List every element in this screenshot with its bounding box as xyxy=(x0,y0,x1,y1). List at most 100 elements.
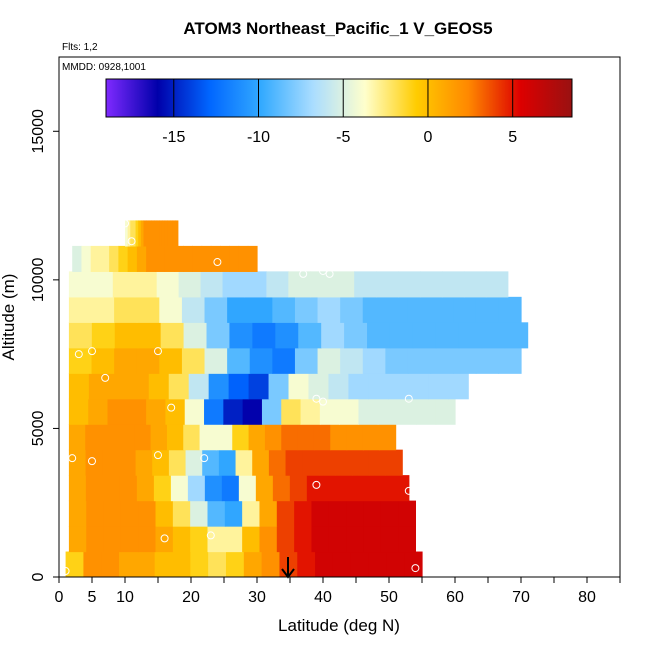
x-tick-label: 10 xyxy=(116,589,134,606)
heatmap-cell xyxy=(407,347,432,374)
sample-point xyxy=(154,451,162,460)
heatmap-cell xyxy=(90,271,114,298)
colorbar-tick-label: -5 xyxy=(336,129,350,146)
heatmap-cell xyxy=(168,449,187,476)
heatmap-cell xyxy=(154,220,158,247)
heatmap-cell xyxy=(192,245,203,272)
heatmap-cell xyxy=(172,551,191,577)
heatmap-cell xyxy=(346,526,365,553)
sample-point xyxy=(404,394,413,403)
heatmap-cell xyxy=(248,424,266,451)
heatmap-cell xyxy=(453,296,477,323)
heatmap-cell xyxy=(339,398,360,425)
heatmap-cell xyxy=(335,449,353,476)
sample-point xyxy=(523,394,532,403)
heatmap-cell xyxy=(379,424,397,451)
heatmap-cell xyxy=(172,526,191,553)
heatmap-cell xyxy=(308,373,330,400)
tropopause-marker xyxy=(281,557,295,579)
heatmap-cell xyxy=(91,322,116,349)
heatmap-cell xyxy=(68,373,90,400)
heatmap-cell xyxy=(404,551,423,577)
heatmap-cell xyxy=(435,398,456,425)
heatmap-cell xyxy=(91,296,115,323)
sample-point xyxy=(404,486,413,495)
heatmap-cell xyxy=(85,475,104,502)
chart-title: ATOM3 Northeast_Pacific_1 V_GEOS5 xyxy=(183,19,492,38)
heatmap-cell xyxy=(348,373,369,400)
heatmap-cell xyxy=(137,322,162,349)
heatmap-cell xyxy=(167,220,171,247)
sample-point xyxy=(319,397,327,406)
heatmap-cell xyxy=(227,347,251,374)
heatmap-cell xyxy=(227,296,251,323)
heatmap-cell xyxy=(204,398,224,425)
colorbar-tick-label: 5 xyxy=(508,129,517,146)
x-tick-label: 40 xyxy=(314,589,332,606)
heatmap-cell xyxy=(232,424,250,451)
heatmap-cell xyxy=(103,500,122,527)
heatmap-cell xyxy=(221,475,240,502)
heatmap-cell xyxy=(107,398,128,425)
heatmap-cell xyxy=(458,322,483,349)
heatmap-cell xyxy=(159,347,183,374)
heatmap-cell xyxy=(136,245,147,272)
sample-point xyxy=(206,531,215,540)
heatmap-cell xyxy=(181,347,206,374)
heatmap-cell xyxy=(313,424,331,451)
heatmap-cell xyxy=(261,551,281,577)
heatmap-cell xyxy=(127,245,138,272)
heatmap-cell xyxy=(311,526,330,553)
heatmap-cell xyxy=(252,449,270,476)
heatmap-cell xyxy=(188,373,210,400)
heatmap-cell xyxy=(108,373,130,400)
heatmap-cell xyxy=(83,551,102,577)
heatmap-cell xyxy=(150,424,168,451)
x-tick-label: 60 xyxy=(446,589,464,606)
heatmap-cell xyxy=(498,347,522,374)
heatmap-cell xyxy=(132,220,137,247)
heatmap-cell xyxy=(362,296,386,323)
heatmap-cell xyxy=(134,271,158,298)
heatmap-cell xyxy=(143,220,147,247)
heatmap-cell xyxy=(138,526,157,553)
heatmap-cell xyxy=(68,271,92,298)
heatmap-cell xyxy=(159,296,183,323)
heatmap-cell xyxy=(103,526,122,553)
heatmap-cell xyxy=(288,271,311,298)
heatmap-cell xyxy=(138,500,157,527)
sample-point xyxy=(411,564,420,573)
heatmap-cell xyxy=(380,500,399,527)
heatmap-cell xyxy=(201,245,212,272)
heatmap-cell xyxy=(272,475,291,502)
heatmap-cell xyxy=(354,271,377,298)
x-tick-label: 20 xyxy=(182,589,200,606)
heatmap-cell xyxy=(154,551,174,577)
heatmap-cell xyxy=(430,296,454,323)
heatmap-cell xyxy=(215,424,233,451)
heatmap-cell xyxy=(102,475,121,502)
heatmap-cell xyxy=(346,500,365,527)
heatmap-cell xyxy=(310,271,333,298)
heatmap-cell xyxy=(130,220,134,247)
heatmap-cell xyxy=(243,551,263,577)
sample-point xyxy=(437,255,446,264)
heatmap-cell xyxy=(224,500,243,527)
heatmap-cell xyxy=(289,475,308,502)
y-tick-label: 15000 xyxy=(30,109,47,154)
heatmap-cell xyxy=(181,296,206,323)
sample-point xyxy=(319,266,327,275)
heatmap-cell xyxy=(244,271,268,298)
heatmap-cell xyxy=(68,322,93,349)
heatmap-cell xyxy=(294,296,319,323)
heatmap-cell xyxy=(135,449,153,476)
heatmap-cell xyxy=(138,220,142,247)
heatmap-cell xyxy=(183,245,193,272)
heatmap-cell xyxy=(340,347,364,374)
heatmap-cell xyxy=(441,271,465,298)
heatmap-cell xyxy=(266,271,289,298)
x-tick-label: 80 xyxy=(578,589,596,606)
heatmap-cell xyxy=(88,373,110,400)
heatmap-cell xyxy=(72,245,83,272)
heatmap-cell xyxy=(135,220,139,247)
